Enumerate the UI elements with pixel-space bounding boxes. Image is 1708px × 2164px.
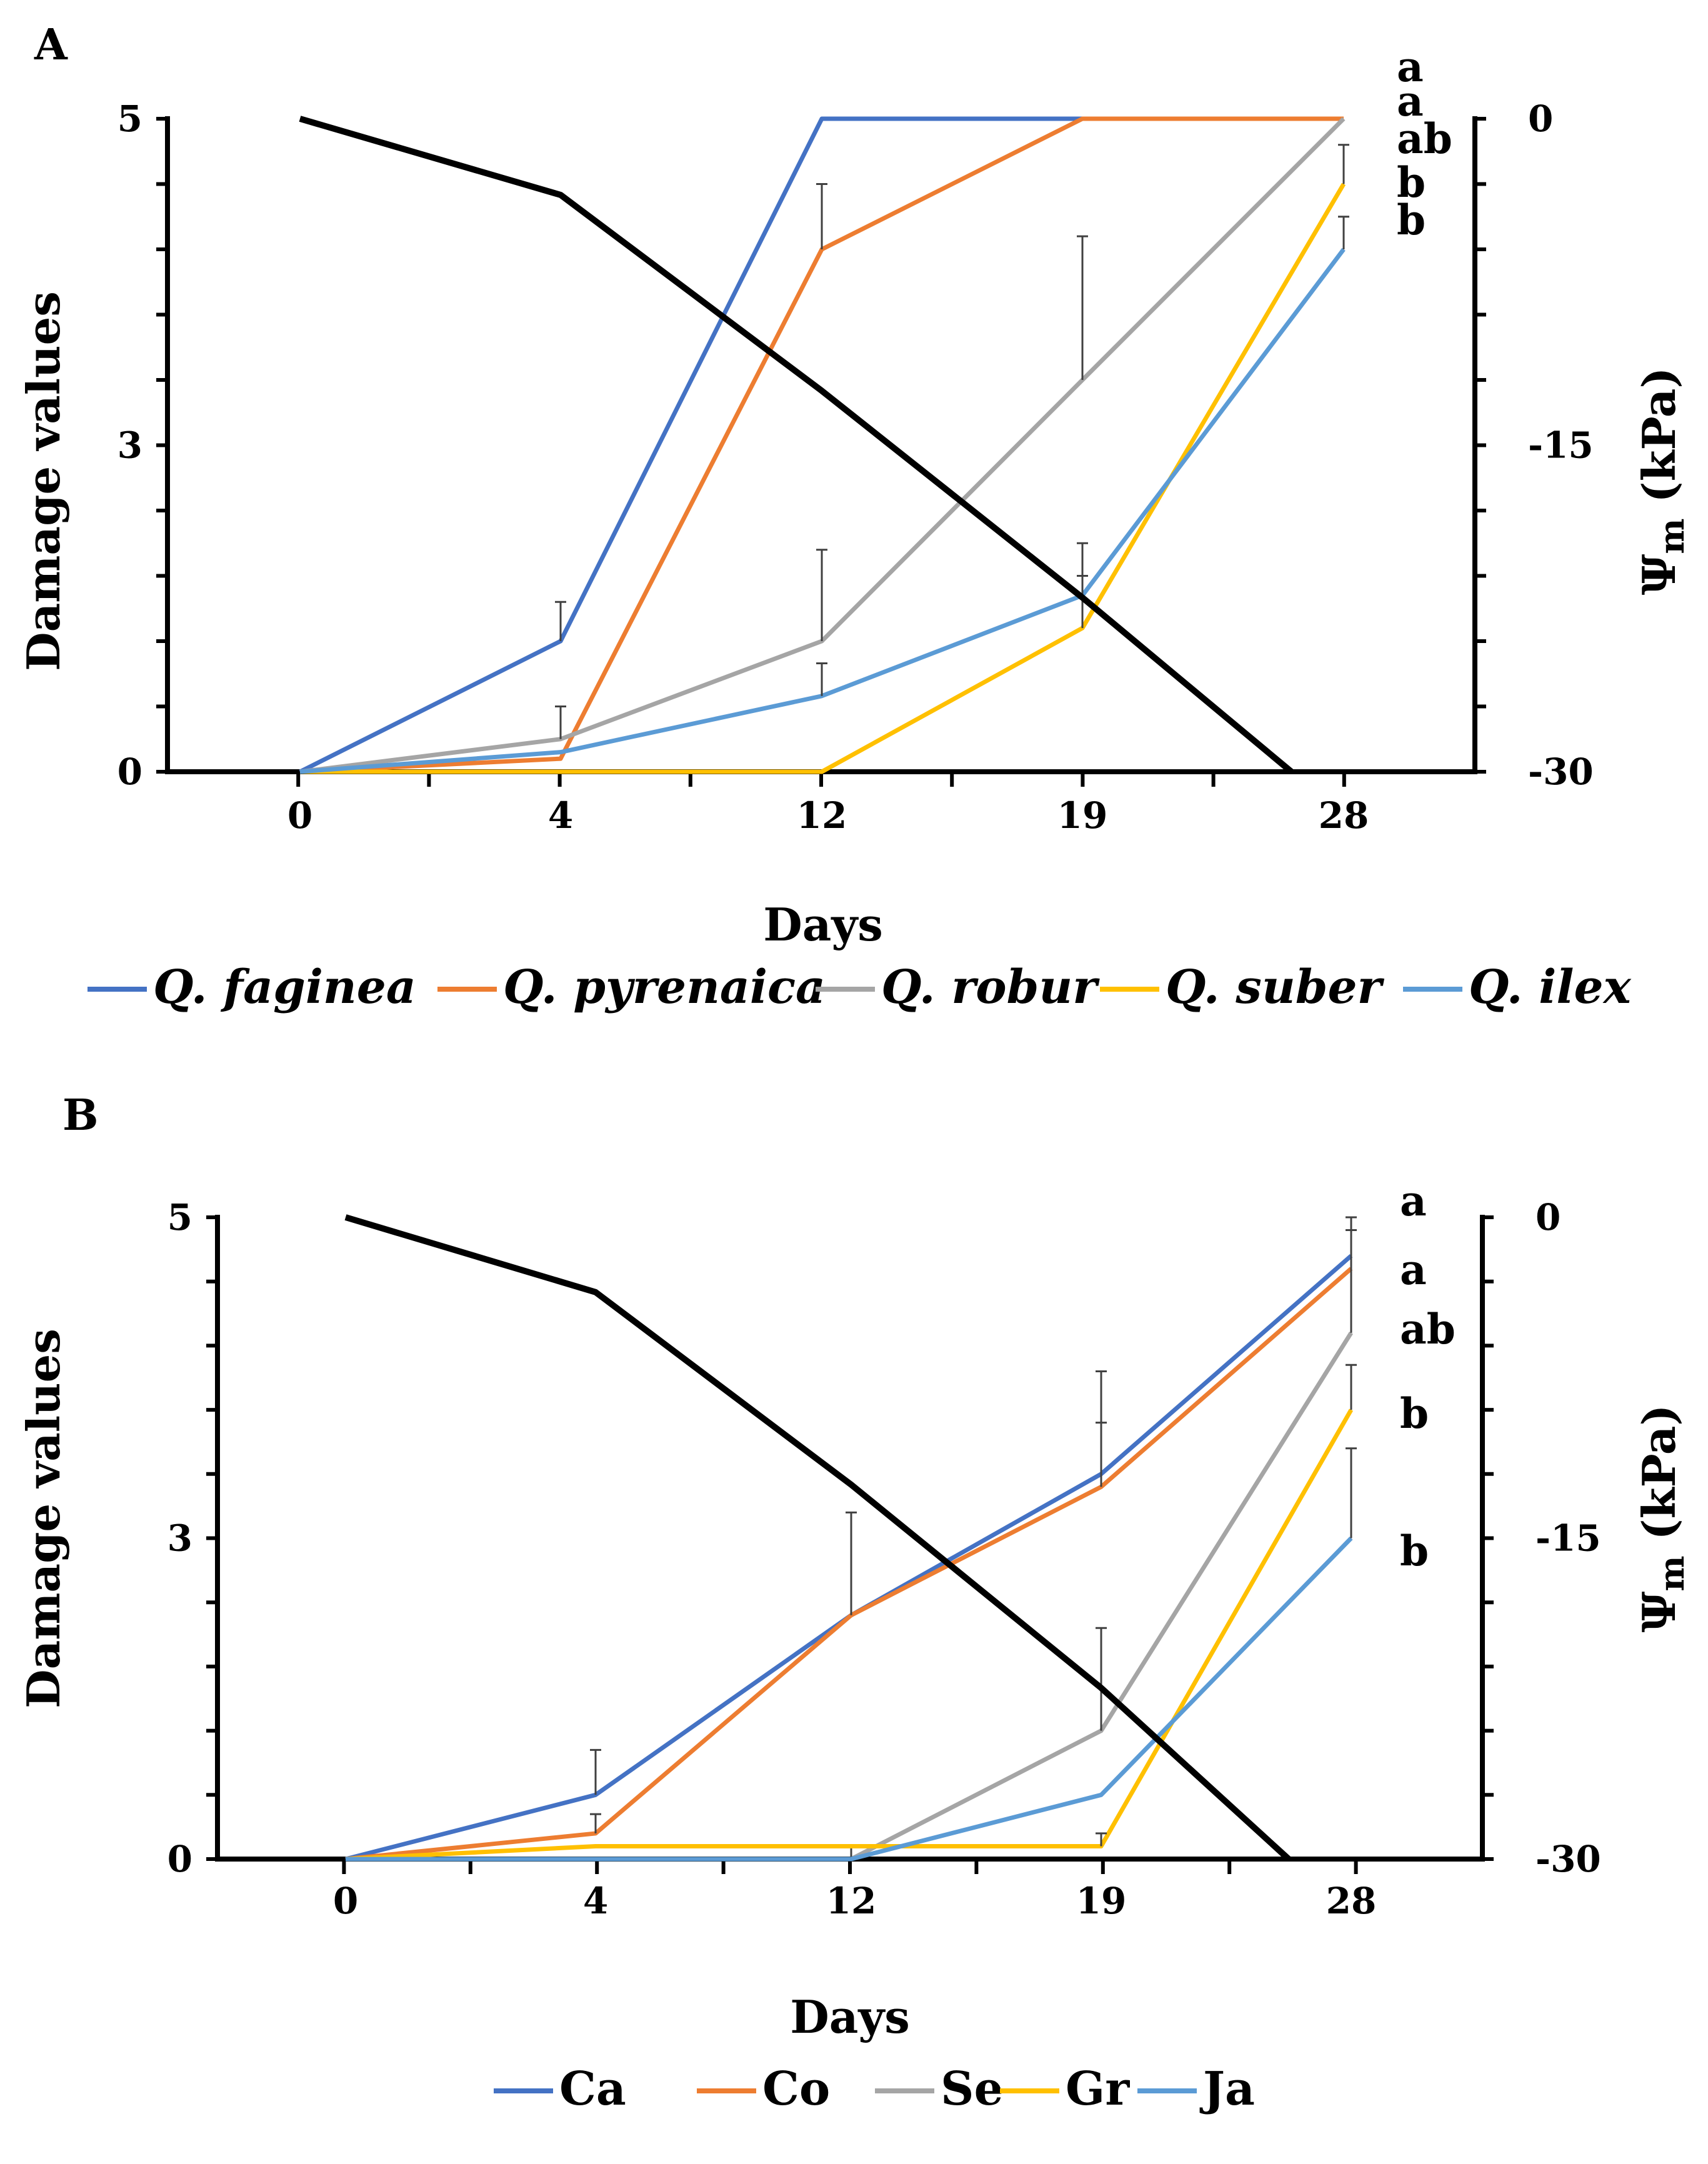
y2-axis-title-main: Ψ	[1632, 1591, 1686, 1632]
legend-label: Q. pyrenaica	[503, 960, 826, 1014]
panel-a: A Damage values Ψm (kPa) Days Q. faginea…	[17, 20, 1692, 1014]
water-potential-line	[299, 116, 1294, 774]
y-tick-label: 3	[167, 1517, 192, 1560]
y2-axis-title-main: Ψ	[1632, 554, 1686, 595]
y2-tick-label: -30	[1536, 1838, 1601, 1880]
legend-label: Ja	[1199, 2062, 1255, 2116]
significance-letter: a	[1397, 42, 1424, 91]
x-tick-label: 12	[797, 794, 847, 837]
significance-letter: b	[1400, 1389, 1429, 1438]
x-tick-label: 4	[583, 1880, 608, 1922]
legend-label: Q. suber	[1166, 960, 1385, 1014]
legend: Q. faginea Q. pyrenaica Q. robur Q. suber Q.…	[87, 960, 1632, 1014]
x-tick-label: 19	[1076, 1880, 1127, 1922]
y2-tick-label: 0	[1528, 97, 1553, 140]
legend: Ca Co Se Gr Ja	[494, 2062, 1255, 2116]
y2-tick-label: 0	[1536, 1196, 1561, 1239]
significance-letter: a	[1400, 1245, 1427, 1294]
x-tick-label: 28	[1319, 794, 1369, 837]
series-line	[345, 1267, 1353, 1862]
legend-label: Gr	[1066, 2062, 1130, 2116]
x-tick-label: 0	[287, 794, 312, 837]
y-axis-title: Damage values	[17, 1329, 70, 1708]
series-line	[346, 1537, 1353, 1862]
y2-axis-title-unit: (kPa)	[1632, 367, 1686, 519]
significance-letter: ab	[1397, 114, 1452, 163]
panel-letter: B	[62, 1090, 98, 1140]
y-tick-label: 0	[167, 1838, 192, 1880]
x-tick-label: 0	[333, 1880, 358, 1922]
y-tick-label: 5	[117, 97, 142, 140]
significance-letter: ab	[1400, 1305, 1456, 1354]
x-tick-label: 4	[548, 794, 573, 837]
series-line	[345, 1409, 1354, 1862]
y2-tick-label: -15	[1528, 424, 1594, 467]
y2-axis-title: Ψm (kPa)	[1632, 367, 1692, 596]
legend-label: Co	[762, 2062, 830, 2116]
legend-label: Se	[941, 2062, 1004, 2116]
legend-label: Ca	[559, 2062, 626, 2116]
significance-letter: b	[1397, 158, 1426, 207]
y-axis-title: Damage values	[17, 291, 70, 671]
panel-b: B Damage values Ψm (kPa) Days Ca Co Se Gr Ja…	[17, 1090, 1692, 2116]
y-tick-label: 3	[117, 424, 142, 467]
x-tick-label: 12	[826, 1880, 877, 1922]
x-tick-label: 28	[1326, 1880, 1377, 1922]
x-axis-title: Days	[763, 898, 882, 951]
x-axis-title: Days	[790, 1990, 909, 2043]
legend-label: Q. faginea	[153, 960, 416, 1014]
y-tick-label: 0	[117, 750, 142, 793]
significance-letter: a	[1397, 77, 1424, 126]
y2-axis-title-sub: m	[1652, 519, 1692, 554]
significance-letter: a	[1400, 1177, 1427, 1225]
legend-label: Q. ilex	[1469, 960, 1632, 1014]
series-line	[345, 1254, 1353, 1862]
x-tick-label: 19	[1057, 794, 1108, 837]
y2-axis-title-sub: m	[1652, 1556, 1692, 1592]
water-potential-line	[344, 1214, 1291, 1862]
y2-axis-title: Ψm (kPa)	[1632, 1405, 1692, 1633]
legend-label: Q. robur	[881, 960, 1100, 1014]
significance-letter: b	[1400, 1527, 1429, 1575]
y2-axis-title-unit: (kPa)	[1632, 1405, 1686, 1556]
y2-tick-label: -15	[1536, 1517, 1601, 1560]
y-tick-label: 5	[167, 1196, 192, 1239]
panel-letter: A	[34, 20, 68, 70]
y2-tick-label: -30	[1528, 750, 1594, 793]
significance-letter: b	[1397, 196, 1426, 244]
